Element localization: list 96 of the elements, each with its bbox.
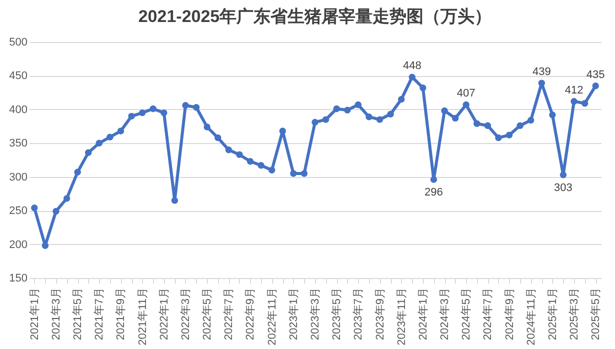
x-tick-label: 2024年11月 bbox=[525, 288, 538, 346]
x-tick-label: 2024年7月 bbox=[482, 288, 494, 340]
point bbox=[354, 101, 362, 108]
y-tick-label: 450 bbox=[9, 70, 28, 82]
data-label: 448 bbox=[402, 60, 422, 72]
point bbox=[527, 116, 534, 124]
point bbox=[214, 134, 222, 142]
chart-title: 2021-2025年广东省生猪屠宰量走势图（万头） bbox=[138, 7, 492, 26]
y-tick-label: 300 bbox=[9, 171, 28, 184]
point bbox=[441, 107, 448, 114]
x-tick-label: 2021年9月 bbox=[115, 288, 128, 340]
point bbox=[452, 114, 459, 122]
data-label: 407 bbox=[456, 88, 476, 100]
x-tick-label: 2022年11月 bbox=[266, 288, 278, 346]
x-tick-label: 2023年3月 bbox=[310, 288, 322, 340]
point bbox=[225, 146, 232, 154]
x-tick-label: 2024年1月 bbox=[417, 288, 430, 340]
point bbox=[538, 80, 545, 86]
x-tick-label: 2024年3月 bbox=[439, 288, 452, 340]
point bbox=[592, 82, 599, 90]
point bbox=[42, 242, 49, 249]
point bbox=[85, 149, 92, 156]
point bbox=[322, 116, 330, 123]
x-tick-label: 2025年3月 bbox=[568, 288, 581, 340]
point bbox=[63, 195, 70, 202]
x-tick-label: 2021年11月 bbox=[136, 288, 149, 346]
point bbox=[484, 122, 492, 129]
point bbox=[581, 100, 588, 107]
y-tick-label: 350 bbox=[9, 138, 28, 150]
x-tick-label: 2023年9月 bbox=[374, 288, 386, 340]
point bbox=[268, 166, 276, 174]
y-tick-label: 150 bbox=[9, 272, 28, 284]
point bbox=[420, 84, 426, 92]
x-tick-label: 2021年7月 bbox=[94, 288, 106, 340]
x-tick-label: 2023年11月 bbox=[396, 288, 408, 346]
point bbox=[570, 98, 578, 105]
data-label: 303 bbox=[554, 182, 572, 194]
x-tick-label: 2023年5月 bbox=[331, 288, 344, 340]
point bbox=[376, 116, 384, 123]
point bbox=[138, 109, 146, 116]
point bbox=[474, 120, 480, 127]
point bbox=[430, 176, 438, 183]
y-tick-label: 500 bbox=[9, 36, 28, 48]
x-tick-label: 2022年7月 bbox=[223, 288, 236, 340]
point bbox=[333, 105, 340, 112]
point bbox=[52, 208, 60, 215]
point bbox=[192, 104, 200, 111]
x-tick-label: 2025年5月 bbox=[590, 288, 602, 340]
point bbox=[74, 168, 81, 176]
point bbox=[387, 110, 394, 118]
data-label: 435 bbox=[586, 68, 605, 81]
x-tick-label: 2022年3月 bbox=[180, 288, 192, 340]
y-tick-label: 400 bbox=[9, 104, 28, 116]
x-tick-label: 2023年7月 bbox=[352, 288, 365, 340]
point bbox=[495, 134, 502, 142]
point bbox=[150, 105, 156, 112]
point bbox=[300, 170, 308, 177]
point bbox=[160, 109, 168, 116]
point bbox=[106, 134, 114, 140]
point bbox=[204, 124, 210, 130]
point bbox=[408, 74, 416, 80]
point bbox=[549, 111, 556, 118]
x-tick-label: 2021年5月 bbox=[72, 288, 84, 340]
point bbox=[398, 96, 405, 103]
x-tick-label: 2022年9月 bbox=[244, 288, 257, 340]
point bbox=[506, 132, 513, 138]
point bbox=[516, 122, 524, 129]
data-label: 439 bbox=[532, 66, 551, 78]
point bbox=[312, 118, 318, 126]
point bbox=[290, 170, 297, 177]
point bbox=[182, 102, 189, 109]
x-tick-label: 2021年3月 bbox=[50, 288, 62, 340]
point bbox=[366, 114, 372, 120]
x-tick-label: 2024年9月 bbox=[504, 288, 516, 340]
x-tick-label: 2024年5月 bbox=[460, 288, 473, 340]
x-tick-label: 2022年5月 bbox=[202, 288, 214, 340]
point bbox=[279, 128, 286, 134]
point bbox=[96, 140, 103, 146]
point bbox=[171, 197, 178, 204]
point bbox=[462, 101, 470, 108]
point bbox=[31, 204, 38, 212]
point bbox=[246, 158, 254, 165]
point bbox=[236, 151, 243, 158]
x-tick-label: 2025年1月 bbox=[546, 288, 559, 340]
y-tick-label: 200 bbox=[9, 238, 28, 251]
y-tick-label: 250 bbox=[9, 205, 28, 218]
point bbox=[344, 106, 351, 114]
point bbox=[258, 162, 264, 169]
x-tick-label: 2022年1月 bbox=[158, 288, 170, 340]
point bbox=[128, 112, 135, 120]
x-tick-label: 2023年1月 bbox=[288, 288, 300, 340]
x-tick-label: 2021年1月 bbox=[28, 288, 41, 340]
point bbox=[117, 128, 124, 134]
point bbox=[560, 171, 567, 178]
data-label: 412 bbox=[564, 84, 584, 96]
data-label: 296 bbox=[424, 186, 443, 199]
